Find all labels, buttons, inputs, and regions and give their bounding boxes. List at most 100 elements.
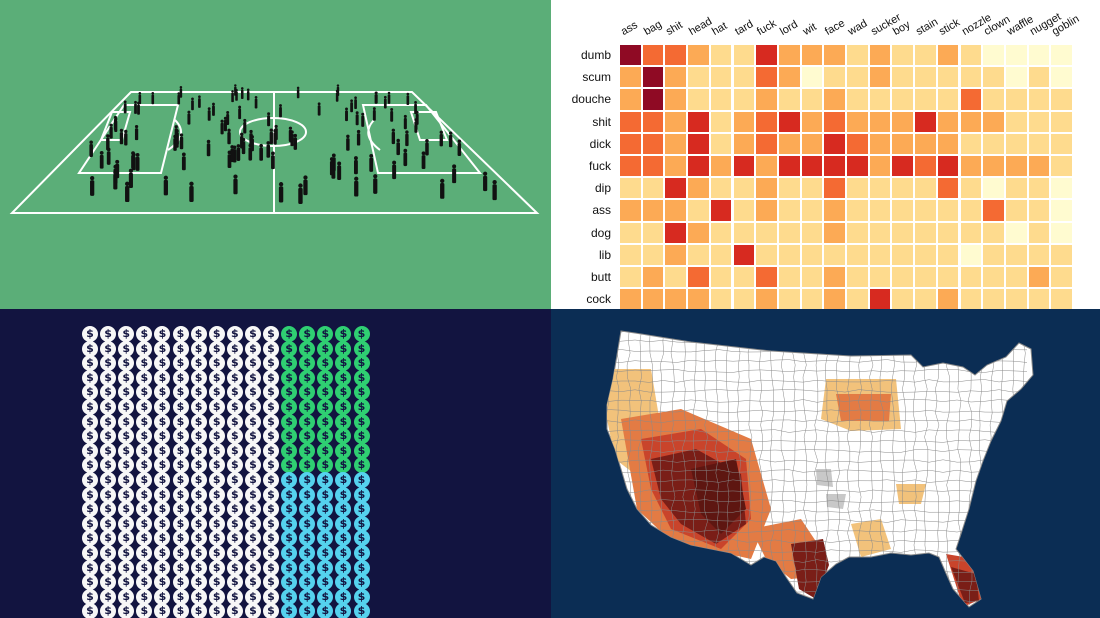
dollar-coin-icon: $ xyxy=(263,515,279,532)
heatmap-cell xyxy=(823,132,846,155)
heatmap-cell xyxy=(868,110,892,133)
heatmap-cell xyxy=(959,155,983,178)
player-silhouette xyxy=(99,151,104,169)
dollar-coin-icon: $ xyxy=(190,369,207,386)
heatmap-cell xyxy=(1004,88,1028,111)
dollar-coin-icon: $ xyxy=(172,340,189,357)
player-silhouette xyxy=(337,161,342,180)
heatmap-cell xyxy=(664,132,688,155)
dollar-coin-icon: $ xyxy=(353,326,370,342)
heatmap-cell xyxy=(1050,288,1073,309)
dollar-coin-icon: $ xyxy=(136,384,153,401)
dollar-coin-icon: $ xyxy=(82,399,98,415)
dollar-coin-icon: $ xyxy=(299,384,316,401)
dollar-coin-icon: $ xyxy=(82,545,98,561)
dollar-coin-icon: $ xyxy=(226,399,243,415)
heatmap-cell xyxy=(823,88,846,111)
dollar-coin-icon: $ xyxy=(136,326,153,342)
us-map xyxy=(606,330,1034,608)
heatmap-cell xyxy=(641,110,665,133)
dollar-coin-icon: $ xyxy=(118,413,135,430)
dollar-coin-icon: $ xyxy=(172,472,189,488)
heatmap-cell xyxy=(709,155,733,178)
dollar-coin-icon: $ xyxy=(263,588,279,605)
dollar-coin-icon: $ xyxy=(317,369,334,386)
heatmap-cell xyxy=(777,155,801,178)
dollar-coin-icon: $ xyxy=(118,515,135,532)
dollar-coin-icon: $ xyxy=(136,501,153,518)
heatmap-cell xyxy=(777,66,801,89)
dollar-coin-icon: $ xyxy=(335,472,352,488)
heatmap-cell xyxy=(732,266,756,289)
heatmap-cell xyxy=(687,221,710,244)
dollar-coin-icon: $ xyxy=(172,545,189,561)
dollar-coin-icon: $ xyxy=(353,530,370,547)
dollar-coin-icon: $ xyxy=(172,486,189,503)
player-silhouette xyxy=(405,130,409,147)
dollar-coin-icon: $ xyxy=(335,413,352,430)
player-silhouette xyxy=(134,124,139,141)
heatmap-column-label: stick xyxy=(936,16,962,38)
dollar-coin-icon: $ xyxy=(190,559,207,576)
dollar-coin-icon: $ xyxy=(317,428,334,445)
player-silhouette xyxy=(131,151,135,169)
heatmap-cell xyxy=(1004,44,1028,67)
dollar-coin-icon: $ xyxy=(244,603,261,618)
dollar-coin-icon: $ xyxy=(335,326,352,342)
heatmap-cell xyxy=(1050,66,1073,89)
heatmap-cell xyxy=(936,88,960,111)
dollar-coin-icon: $ xyxy=(263,472,279,488)
heatmap-cell xyxy=(800,132,824,155)
heatmap-cell xyxy=(732,44,756,67)
dollar-coin-icon: $ xyxy=(244,399,261,415)
player-silhouette xyxy=(235,88,238,101)
heatmap-cell xyxy=(959,132,983,155)
dollar-coin-icon: $ xyxy=(281,530,298,547)
heatmap-cell xyxy=(823,243,846,266)
county-line xyxy=(607,331,610,606)
player-silhouette xyxy=(354,156,358,175)
dollar-coin-icon: $ xyxy=(244,501,261,518)
dollar-coin-icon: $ xyxy=(190,457,207,474)
heatmap-cell xyxy=(914,132,937,155)
player-silhouette xyxy=(128,168,133,188)
player-silhouette xyxy=(346,134,350,151)
county-line xyxy=(835,331,841,606)
heatmap-cell xyxy=(1027,288,1051,309)
heatmap-cell xyxy=(846,88,869,111)
dollar-coin-icon: $ xyxy=(100,355,117,372)
dollar-coin-icon: $ xyxy=(172,428,189,445)
dollar-coin-icon: $ xyxy=(154,530,171,547)
dollar-coin-icon: $ xyxy=(208,574,225,591)
dollar-coin-icon: $ xyxy=(299,399,316,415)
heatmap-cell xyxy=(800,221,824,244)
dollar-coin-icon: $ xyxy=(299,369,316,386)
player-silhouette xyxy=(259,143,263,161)
dollar-coin-icon: $ xyxy=(208,428,225,445)
dollar-coin-icon: $ xyxy=(226,574,243,591)
dollar-coin-icon: $ xyxy=(100,326,117,342)
player-silhouette xyxy=(354,176,359,197)
heatmap-cell xyxy=(846,155,869,178)
player-silhouette xyxy=(267,112,271,127)
dollar-coin-icon: $ xyxy=(335,369,352,386)
dollar-coin-icon: $ xyxy=(154,428,171,445)
heatmap-row-label: dick xyxy=(589,136,611,151)
heatmap-cell xyxy=(1050,177,1073,200)
heatmap-cell xyxy=(891,110,915,133)
heatmap-cell xyxy=(959,266,983,289)
player-silhouette xyxy=(114,117,118,133)
heatmap-cell xyxy=(619,44,642,67)
region-gray-2 xyxy=(826,494,846,509)
player-silhouette xyxy=(250,135,254,152)
heatmap-cell xyxy=(846,44,869,67)
heatmap-cell xyxy=(732,110,756,133)
heatmap-cell xyxy=(664,44,688,67)
heatmap-column-label: bag xyxy=(641,18,664,38)
player-silhouette xyxy=(403,148,408,167)
heatmap-cell xyxy=(687,199,710,222)
heatmap-cell xyxy=(709,266,733,289)
heatmap-cell xyxy=(891,132,915,155)
dollar-coin-icon: $ xyxy=(136,399,153,415)
heatmap-cell xyxy=(755,44,778,67)
